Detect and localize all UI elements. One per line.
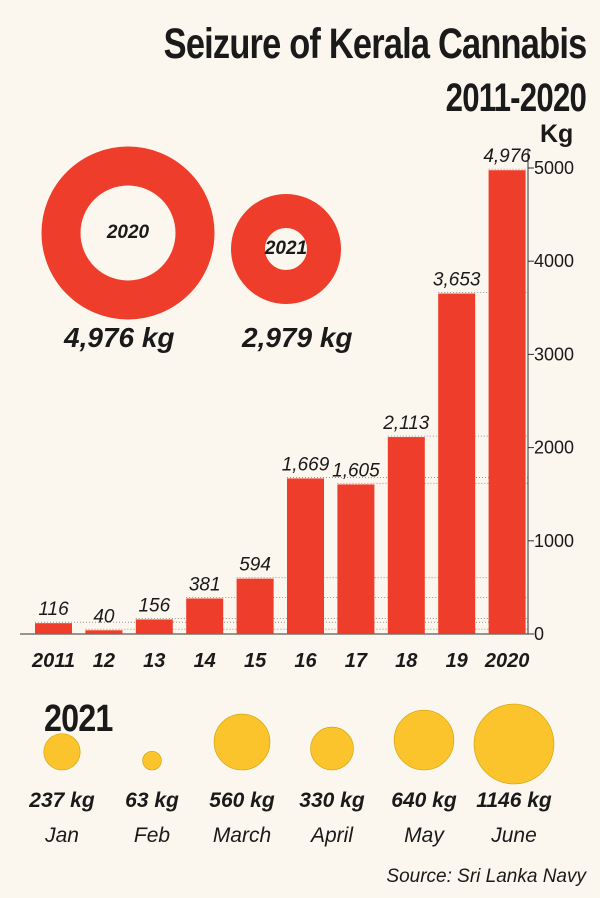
- x-tick-label: 18: [395, 650, 418, 672]
- y-tick-label: 4000: [534, 251, 574, 271]
- bar-value-label: 381: [189, 574, 221, 595]
- x-tick-label: 14: [194, 650, 216, 672]
- month-value-label: 330 kg: [299, 789, 365, 812]
- y-axis-unit: Kg: [540, 120, 574, 148]
- bar-value-label: 156: [138, 595, 170, 616]
- bar-value-label: 2,113: [382, 413, 430, 434]
- bar-value-label: 1,605: [332, 460, 380, 481]
- month-value-label: 1146 kg: [476, 789, 552, 812]
- source-note: Source: Sri Lanka Navy: [386, 866, 586, 887]
- bar-value-label: 594: [239, 555, 271, 576]
- donut-2021-label: 2021: [264, 238, 308, 259]
- x-tick-label: 2011: [31, 650, 75, 672]
- x-tick-label: 16: [294, 650, 317, 672]
- month-name-label: April: [310, 824, 353, 847]
- month-value-label: 640 kg: [391, 789, 457, 812]
- month-bubble: [213, 713, 271, 771]
- bar: [287, 478, 324, 634]
- x-tick-label: 2020: [484, 650, 530, 672]
- month-bubble: [142, 750, 162, 771]
- y-tick-label: 3000: [534, 344, 574, 364]
- donut-2020-label: 2020: [106, 222, 150, 243]
- y-tick-label: 1000: [534, 531, 574, 551]
- x-tick-label: 13: [143, 650, 165, 672]
- month-value-label: 560 kg: [209, 789, 275, 812]
- bar-value-label: 3,653: [433, 270, 481, 291]
- donut-2020-ring: [41, 146, 215, 320]
- bar: [85, 630, 123, 634]
- month-name-label: May: [404, 824, 444, 847]
- bar-value-label: 116: [38, 599, 69, 620]
- month-value-label: 63 kg: [125, 789, 179, 812]
- bar: [387, 437, 425, 634]
- bar: [186, 598, 224, 634]
- chart-subtitle: 2011-2020: [445, 76, 587, 120]
- month-bubble: [473, 703, 555, 785]
- month-bubble: [310, 726, 354, 771]
- month-name-label: Jan: [45, 824, 79, 847]
- bar-value-label: 4,976: [483, 146, 531, 167]
- y-tick-label: 0: [534, 624, 544, 644]
- donut-2021-ring: [231, 194, 341, 304]
- x-tick-label: 17: [345, 650, 368, 672]
- month-name-label: June: [491, 824, 537, 847]
- y-tick-label: 5000: [534, 158, 574, 178]
- y-tick-label: 2000: [534, 438, 574, 458]
- donut-totals: [41, 146, 341, 320]
- bar-value-label: 1,669: [282, 454, 330, 475]
- month-name-label: March: [212, 824, 272, 847]
- x-tick-label: 12: [93, 650, 115, 672]
- bar: [236, 578, 274, 634]
- bar: [438, 293, 476, 634]
- bubble-chart-title: 2021: [44, 698, 113, 740]
- month-bubble: [393, 709, 455, 771]
- bar: [35, 623, 72, 634]
- bar: [337, 484, 375, 634]
- bar-chart: 0 1000 2000 3000 4000 5000 116 2011 40 12 156 13 381…: [20, 146, 574, 672]
- bubble-chart: [43, 703, 555, 785]
- x-tick-label: 19: [446, 650, 469, 672]
- month-value-label: 237 kg: [29, 789, 95, 812]
- donut-2020-value: 4,976 kg: [64, 322, 175, 353]
- chart-title: Seizure of Kerala Cannabis: [163, 20, 587, 68]
- bar-value-label: 40: [93, 606, 115, 627]
- donut-2021-value: 2,979 kg: [242, 322, 353, 353]
- x-tick-label: 15: [244, 650, 267, 672]
- month-bubble: [43, 733, 81, 771]
- bar: [488, 170, 526, 634]
- bar: [135, 619, 173, 634]
- month-name-label: Feb: [133, 824, 171, 847]
